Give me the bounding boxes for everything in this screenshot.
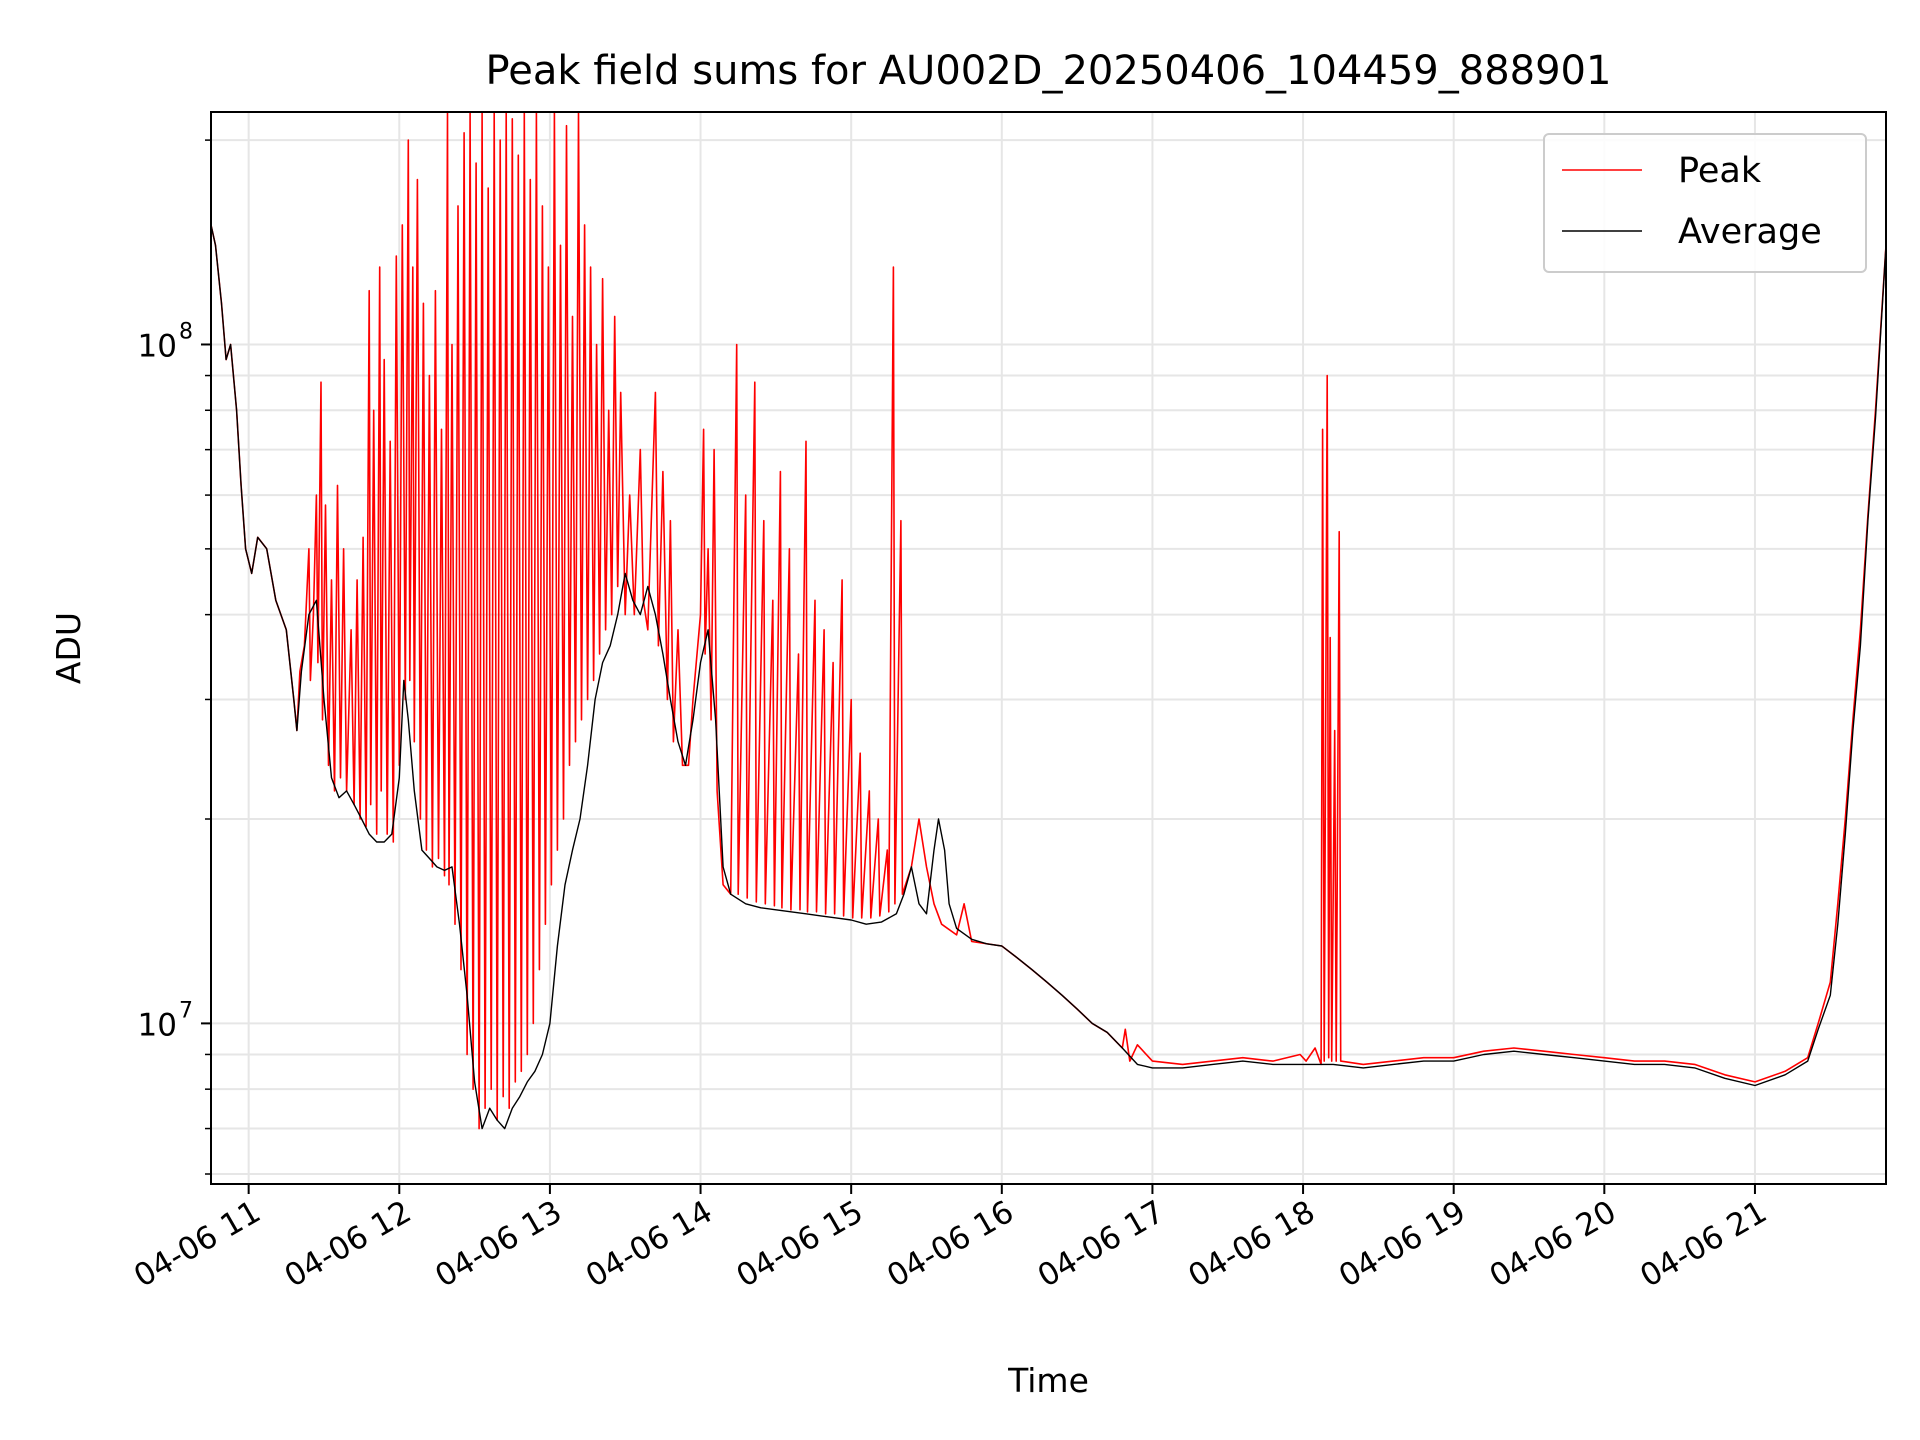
- legend-label-peak: Peak: [1678, 151, 1762, 191]
- legend-label-average: Average: [1678, 212, 1822, 252]
- series-layer: [211, 112, 1886, 1130]
- series-line-average: [211, 224, 1886, 1130]
- x-axis-title: Time: [1007, 1361, 1089, 1400]
- y-tick-label-exponent: 8: [179, 319, 193, 344]
- plot-frame: [210, 111, 1887, 1185]
- legend: Peak Average: [1543, 133, 1867, 273]
- legend-box: [1543, 133, 1867, 273]
- y-tick-label-exponent: 7: [179, 998, 193, 1023]
- series-line-peak: [211, 112, 1886, 1130]
- y-tick-label-base: 10: [138, 328, 177, 364]
- chart-title: Peak field sums for AU002D_20250406_1044…: [486, 48, 1612, 94]
- y-tick-label-base: 10: [138, 1007, 177, 1043]
- y-axis-title: ADU: [49, 612, 88, 684]
